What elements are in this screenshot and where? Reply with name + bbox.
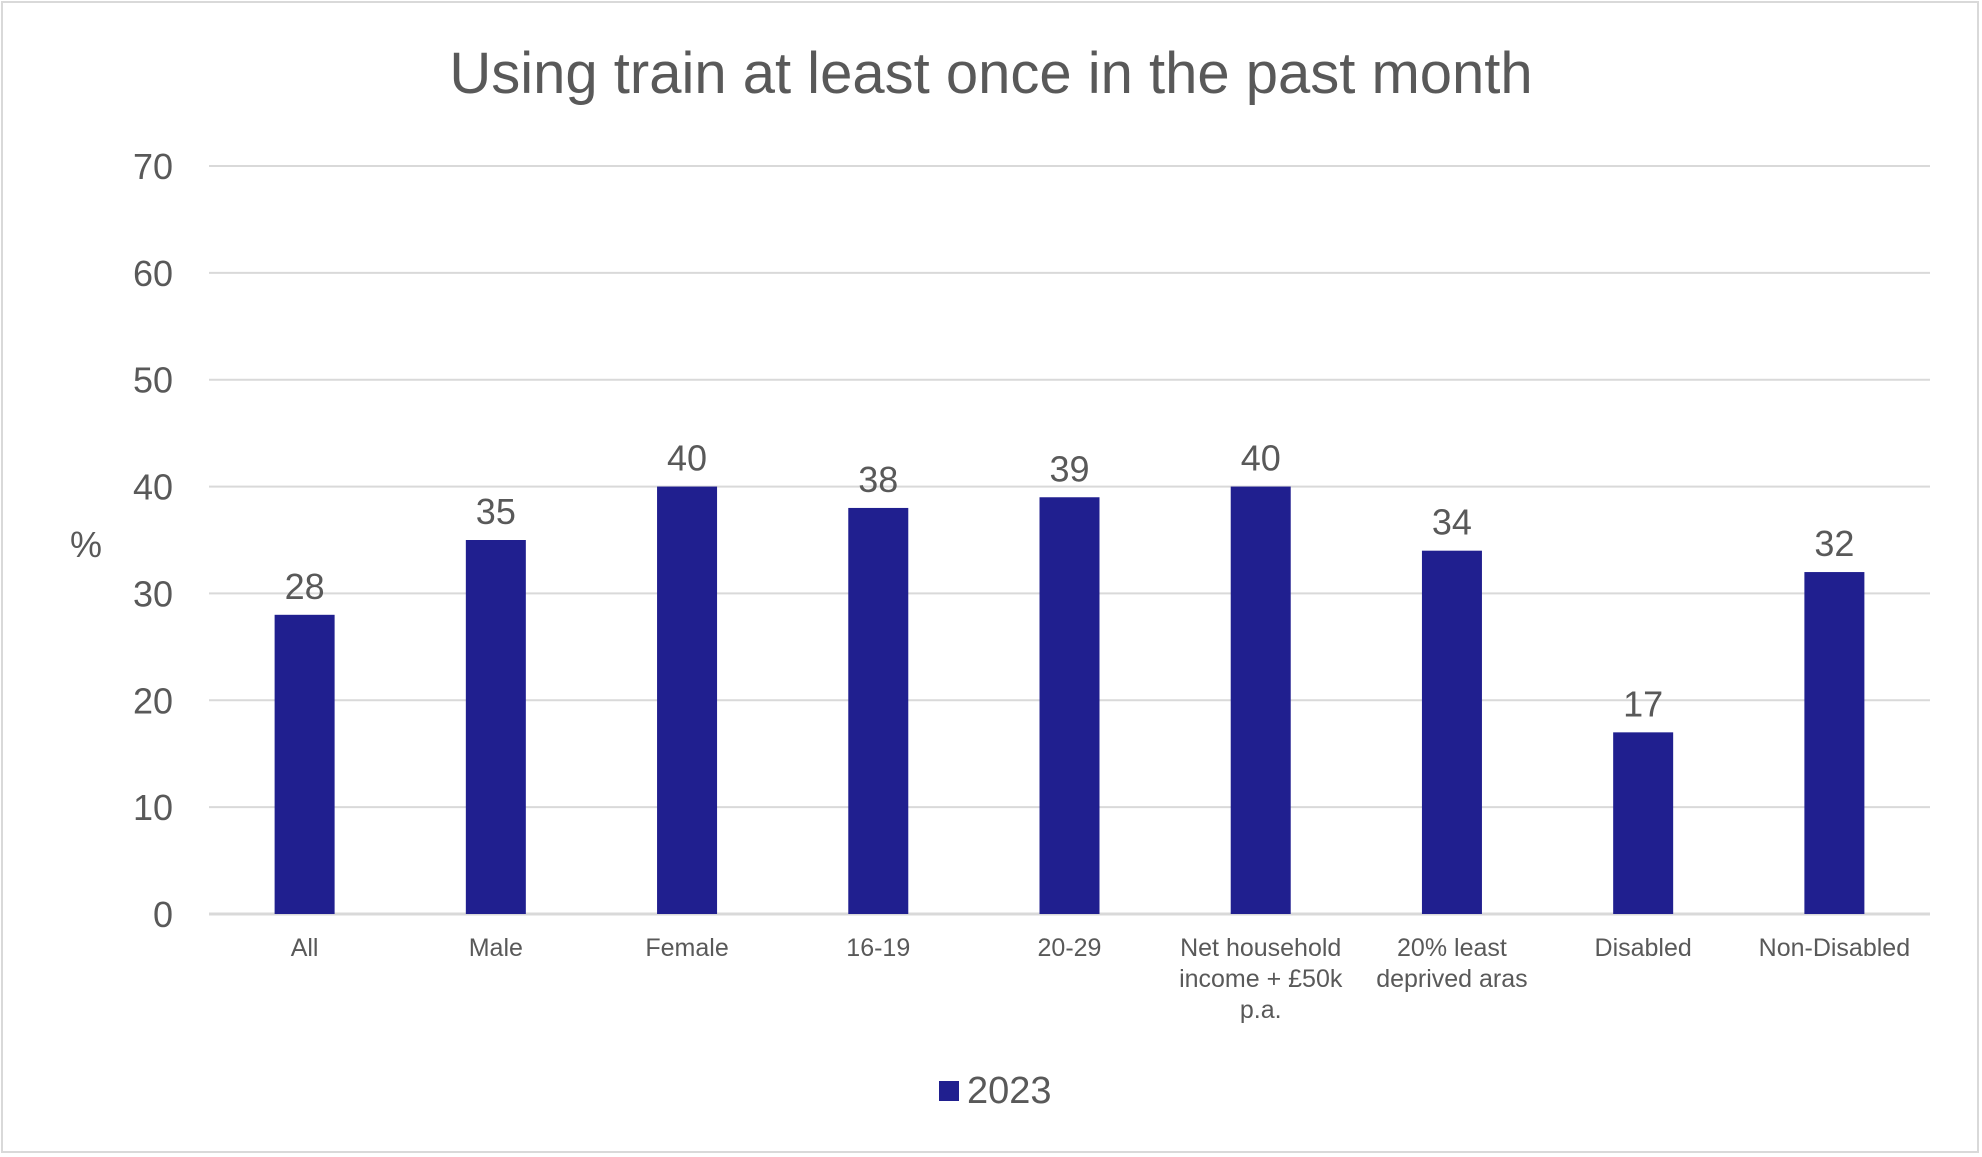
x-tick-label: All <box>291 934 319 962</box>
x-tick-label: Disabled <box>1595 934 1692 962</box>
y-tick-label: 30 <box>133 573 173 614</box>
y-axis-label: % <box>70 524 102 565</box>
bar <box>1039 497 1100 914</box>
x-tick-label: Non-Disabled <box>1759 934 1910 962</box>
bar <box>1421 550 1482 914</box>
x-tick-label: Female <box>645 934 728 962</box>
y-tick-label: 10 <box>133 787 173 828</box>
x-tick-label: deprived aras <box>1376 965 1527 993</box>
data-label: 17 <box>1623 683 1663 724</box>
x-tick-label: p.a. <box>1240 996 1282 1024</box>
data-label: 32 <box>1814 523 1854 564</box>
bar <box>657 486 718 914</box>
data-label: 38 <box>858 459 898 500</box>
x-tick-label: 16-19 <box>846 934 910 962</box>
x-tick-label: 20% least <box>1397 934 1507 962</box>
data-label: 35 <box>476 491 516 532</box>
bar <box>1230 486 1291 914</box>
bar <box>1804 572 1865 914</box>
bar <box>1613 732 1674 914</box>
bar <box>274 614 335 914</box>
legend-swatch <box>939 1081 959 1101</box>
chart-title: Using train at least once in the past mo… <box>449 41 1532 106</box>
data-label: 34 <box>1432 502 1472 543</box>
legend: 2023 <box>939 1070 1052 1112</box>
y-tick-label: 70 <box>133 146 173 187</box>
y-tick-label: 40 <box>133 467 173 508</box>
data-label: 39 <box>1049 448 1089 489</box>
y-tick-label: 60 <box>133 253 173 294</box>
bar <box>465 540 526 914</box>
y-tick-label: 20 <box>133 680 173 721</box>
x-tick-label: Net household <box>1180 934 1341 962</box>
bar <box>848 507 909 914</box>
x-tick-label: income + £50k <box>1179 965 1343 993</box>
data-label: 40 <box>1241 438 1281 479</box>
data-label: 40 <box>667 438 707 479</box>
data-label: 28 <box>285 566 325 607</box>
y-tick-label: 0 <box>153 894 173 935</box>
x-tick-label: Male <box>469 934 523 962</box>
x-tick-label: 20-29 <box>1038 934 1102 962</box>
legend-label: 2023 <box>967 1070 1052 1112</box>
y-tick-label: 50 <box>133 360 173 401</box>
